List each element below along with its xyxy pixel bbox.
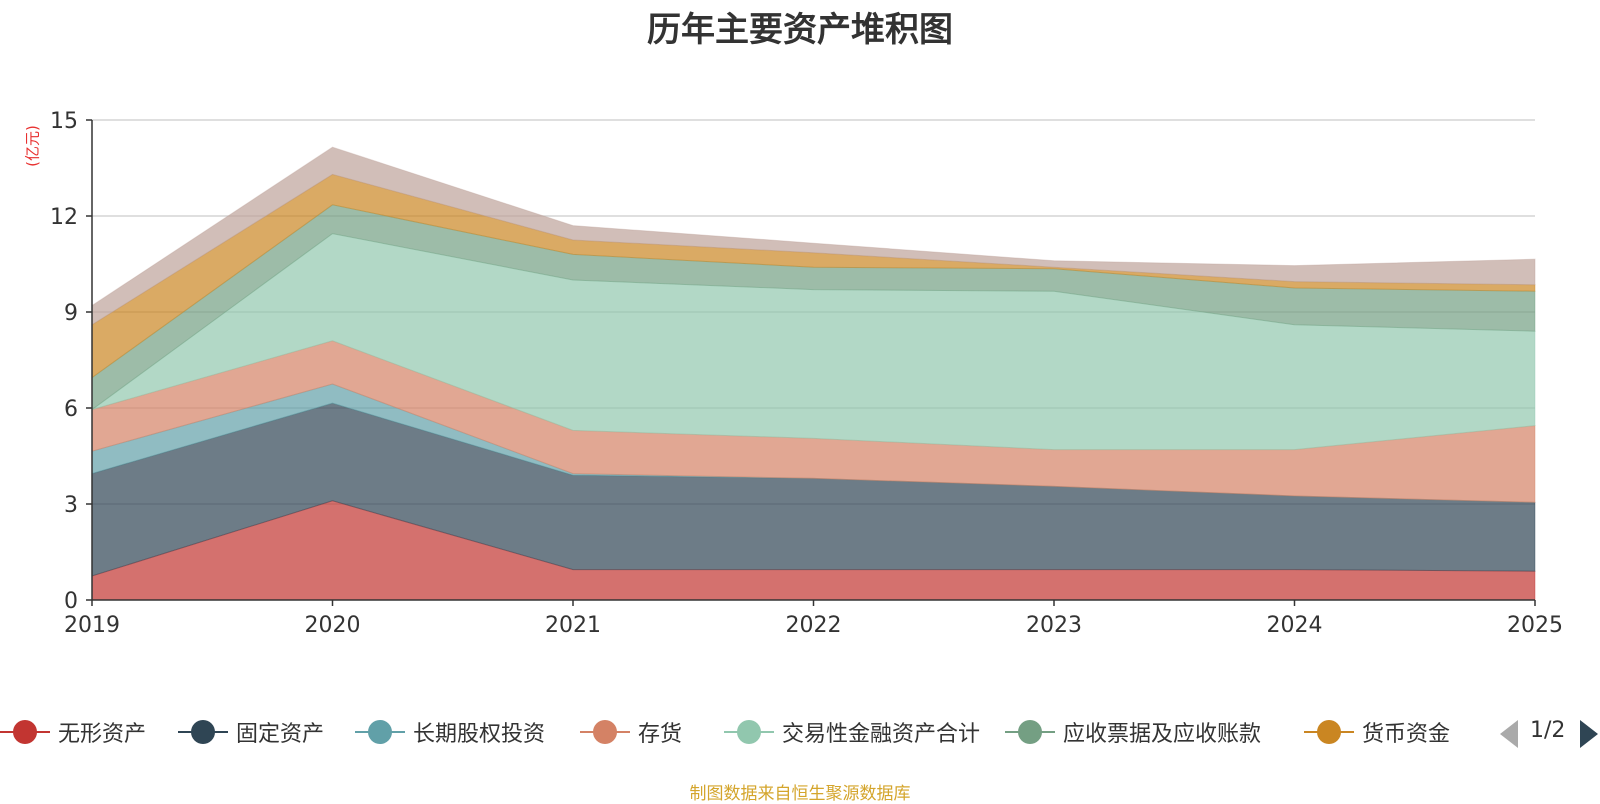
x-tick-label: 2021 bbox=[545, 613, 601, 638]
x-tick-label: 2024 bbox=[1267, 613, 1323, 638]
legend-item[interactable]: 交易性金融资产合计 bbox=[724, 712, 980, 752]
legend-item[interactable]: 货币资金 bbox=[1304, 712, 1450, 752]
legend-marker-icon bbox=[355, 718, 405, 746]
x-tick-label: 2020 bbox=[305, 613, 361, 638]
pager-prev-icon[interactable] bbox=[1500, 720, 1518, 748]
legend: 无形资产 固定资产 长期股权投资 存货 交易性金融资产合计 应收票据及应收账款 货币资金 bbox=[0, 712, 1600, 752]
legend-item[interactable]: 固定资产 bbox=[178, 712, 324, 752]
legend-marker-icon bbox=[0, 718, 50, 746]
legend-item[interactable]: 长期股权投资 bbox=[355, 712, 545, 752]
pager-text: 1/2 bbox=[1530, 718, 1566, 743]
legend-label: 长期股权投资 bbox=[413, 722, 546, 747]
y-tick-label: 15 bbox=[50, 109, 78, 134]
legend-label: 存货 bbox=[638, 722, 683, 747]
axes: 0 3 6 9 12 15 2019 2020 2021 2022 2023 2024 2025 bbox=[50, 109, 1563, 638]
legend-marker-icon bbox=[580, 718, 630, 746]
data-source-note: 制图数据来自恒生聚源数据库 bbox=[689, 784, 911, 804]
stacked-area-chart: 0 3 6 9 12 15 2019 2020 2021 2022 2023 2024 2025 bbox=[50, 109, 1563, 638]
area-series-7 bbox=[91, 146, 1536, 326]
legend-marker-icon bbox=[1304, 718, 1354, 746]
y-tick-label: 6 bbox=[64, 397, 78, 422]
y-tick-label: 12 bbox=[50, 205, 78, 230]
legend-pager: 1/2 bbox=[1500, 718, 1600, 748]
area-series-3 bbox=[91, 340, 1536, 503]
y-tick-label: 3 bbox=[64, 493, 78, 518]
area-series bbox=[91, 146, 1536, 601]
legend-item[interactable]: 存货 bbox=[580, 712, 682, 752]
chart-title: 历年主要资产堆积图 bbox=[647, 10, 953, 50]
legend-marker-icon bbox=[178, 718, 228, 746]
legend-label: 应收票据及应收账款 bbox=[1063, 722, 1262, 747]
y-tick-label: 9 bbox=[64, 301, 78, 326]
area-series-4 bbox=[91, 233, 1536, 451]
legend-label: 交易性金融资产合计 bbox=[782, 722, 981, 747]
pager-next-icon[interactable] bbox=[1580, 720, 1598, 748]
y-tick-label: 0 bbox=[64, 589, 78, 614]
legend-item[interactable]: 应收票据及应收账款 bbox=[1005, 712, 1261, 752]
legend-item[interactable]: 无形资产 bbox=[0, 712, 146, 752]
x-tick-label: 2023 bbox=[1026, 613, 1082, 638]
legend-label: 固定资产 bbox=[236, 722, 325, 747]
x-tick-label: 2025 bbox=[1507, 613, 1563, 638]
legend-marker-icon bbox=[1005, 718, 1055, 746]
x-tick-label: 2022 bbox=[786, 613, 842, 638]
legend-marker-icon bbox=[724, 718, 774, 746]
legend-label: 货币资金 bbox=[1362, 722, 1451, 747]
legend-label: 无形资产 bbox=[58, 722, 147, 747]
x-tick-label: 2019 bbox=[64, 613, 120, 638]
